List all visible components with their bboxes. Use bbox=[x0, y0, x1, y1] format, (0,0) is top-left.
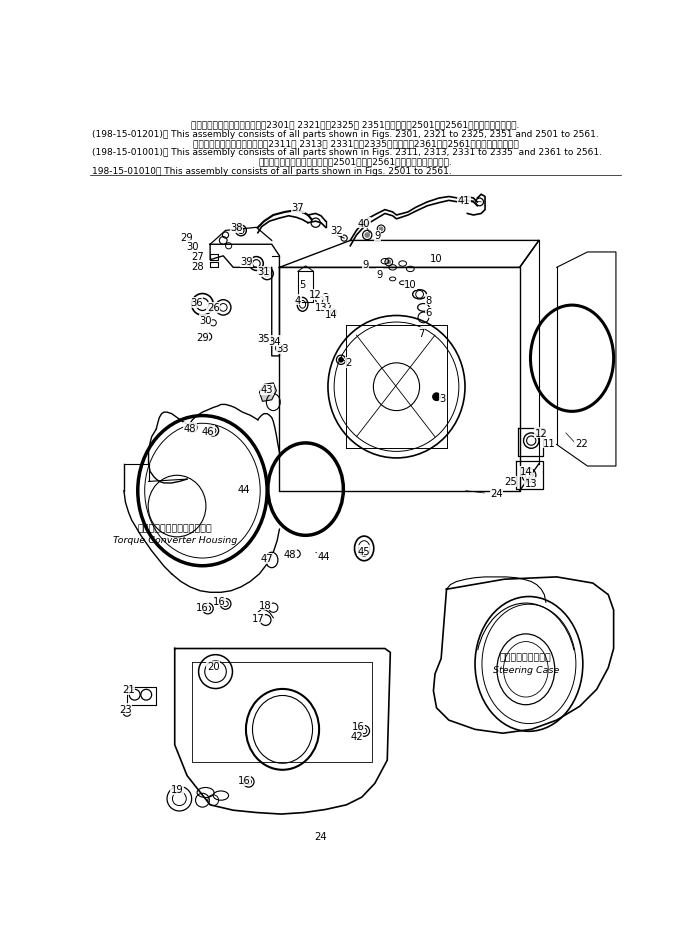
Text: 27: 27 bbox=[192, 251, 204, 262]
Text: 10: 10 bbox=[404, 280, 416, 290]
Text: 9: 9 bbox=[374, 230, 380, 241]
Text: 29: 29 bbox=[180, 232, 194, 243]
Text: 14: 14 bbox=[325, 309, 337, 319]
Text: 48: 48 bbox=[284, 549, 296, 559]
Text: 32: 32 bbox=[330, 227, 343, 236]
Text: Steering Case: Steering Case bbox=[493, 665, 559, 674]
Text: 16: 16 bbox=[352, 721, 364, 731]
Circle shape bbox=[365, 233, 369, 238]
Text: 22: 22 bbox=[575, 439, 588, 448]
Text: 46: 46 bbox=[201, 426, 214, 436]
Text: 30: 30 bbox=[199, 315, 212, 326]
Text: 36: 36 bbox=[190, 298, 203, 307]
Text: 20: 20 bbox=[207, 662, 219, 671]
Text: 40: 40 bbox=[358, 218, 371, 228]
Circle shape bbox=[387, 261, 391, 265]
Text: 19: 19 bbox=[171, 784, 183, 795]
Text: 5: 5 bbox=[299, 280, 306, 290]
Text: (198-15-01201)： This assembly consists of all parts shown in Figs. 2301, 2321 to: (198-15-01201)： This assembly consists o… bbox=[92, 129, 599, 139]
Text: 45: 45 bbox=[358, 546, 371, 556]
Text: 11: 11 bbox=[319, 295, 332, 306]
Text: 29: 29 bbox=[196, 332, 209, 343]
Text: 16: 16 bbox=[213, 596, 226, 606]
Text: 26: 26 bbox=[207, 303, 219, 313]
Text: Torque Converter Housing: Torque Converter Housing bbox=[112, 536, 237, 545]
Text: 10: 10 bbox=[430, 254, 443, 264]
Text: 37: 37 bbox=[291, 203, 304, 213]
Text: 39: 39 bbox=[240, 257, 253, 267]
Circle shape bbox=[379, 228, 383, 231]
Polygon shape bbox=[260, 384, 276, 402]
Text: 44: 44 bbox=[238, 485, 251, 495]
Text: 1: 1 bbox=[492, 488, 498, 499]
Text: 25: 25 bbox=[504, 477, 517, 486]
Text: 24: 24 bbox=[314, 831, 328, 841]
Text: 21: 21 bbox=[122, 684, 135, 695]
Text: 24: 24 bbox=[490, 488, 503, 499]
Text: 18: 18 bbox=[260, 600, 272, 610]
Text: 8: 8 bbox=[425, 295, 432, 306]
Text: 7: 7 bbox=[418, 328, 424, 339]
Text: 6: 6 bbox=[425, 307, 432, 318]
Text: 2: 2 bbox=[346, 358, 352, 367]
Text: 42: 42 bbox=[350, 731, 363, 741]
Text: 34: 34 bbox=[269, 336, 281, 347]
Text: 13: 13 bbox=[525, 479, 538, 488]
Text: 31: 31 bbox=[257, 267, 271, 277]
Text: このアセンブリの構成部品は第2301， 2321から2325， 2351図および第2501から2561図の部品を含みます.: このアセンブリの構成部品は第2301， 2321から2325， 2351図および… bbox=[192, 120, 520, 129]
Text: 12: 12 bbox=[535, 428, 548, 439]
Text: 33: 33 bbox=[276, 344, 289, 354]
Text: (198-15-01001)： This assembly consists of all parts shown in Figs. 2311, 2313, 2: (198-15-01001)： This assembly consists o… bbox=[92, 149, 602, 157]
Text: ステアリングケース: ステアリングケース bbox=[500, 653, 552, 662]
Text: 13: 13 bbox=[314, 303, 328, 313]
Text: 48: 48 bbox=[184, 423, 196, 433]
Text: 16: 16 bbox=[196, 603, 209, 612]
Circle shape bbox=[339, 358, 344, 363]
Text: 198-15-01010： This assembly consists of all parts shown in Figs. 2501 to 2561.: 198-15-01010： This assembly consists of … bbox=[92, 167, 452, 175]
Text: 43: 43 bbox=[261, 385, 273, 395]
Text: 30: 30 bbox=[186, 242, 198, 251]
Circle shape bbox=[432, 393, 441, 401]
Text: 47: 47 bbox=[261, 554, 273, 564]
Text: 9: 9 bbox=[376, 269, 382, 279]
Text: 4: 4 bbox=[295, 295, 301, 306]
Text: トルクコンバータハウジング: トルクコンバータハウジング bbox=[137, 524, 212, 532]
Text: 11: 11 bbox=[543, 439, 555, 448]
Text: 9: 9 bbox=[362, 259, 369, 269]
Text: 16: 16 bbox=[237, 775, 251, 785]
Text: このアセンブリの構成部品は第2501図から2561図の部品まで含みます.: このアセンブリの構成部品は第2501図から2561図の部品まで含みます. bbox=[259, 157, 452, 167]
Text: 41: 41 bbox=[458, 195, 471, 206]
Text: 17: 17 bbox=[251, 613, 264, 623]
Text: 23: 23 bbox=[119, 704, 132, 714]
Text: 38: 38 bbox=[230, 223, 243, 233]
Text: 12: 12 bbox=[310, 290, 322, 300]
Text: このアセンブリの構成部品は第2311， 2313， 2331から2335図および第2361から2561図の部品を含みます: このアセンブリの構成部品は第2311， 2313， 2331から2335図および… bbox=[193, 139, 518, 148]
Text: 35: 35 bbox=[257, 334, 271, 344]
Text: 44: 44 bbox=[317, 551, 330, 562]
Text: 3: 3 bbox=[439, 394, 446, 404]
Text: 28: 28 bbox=[192, 262, 204, 271]
Text: 14: 14 bbox=[520, 466, 532, 477]
